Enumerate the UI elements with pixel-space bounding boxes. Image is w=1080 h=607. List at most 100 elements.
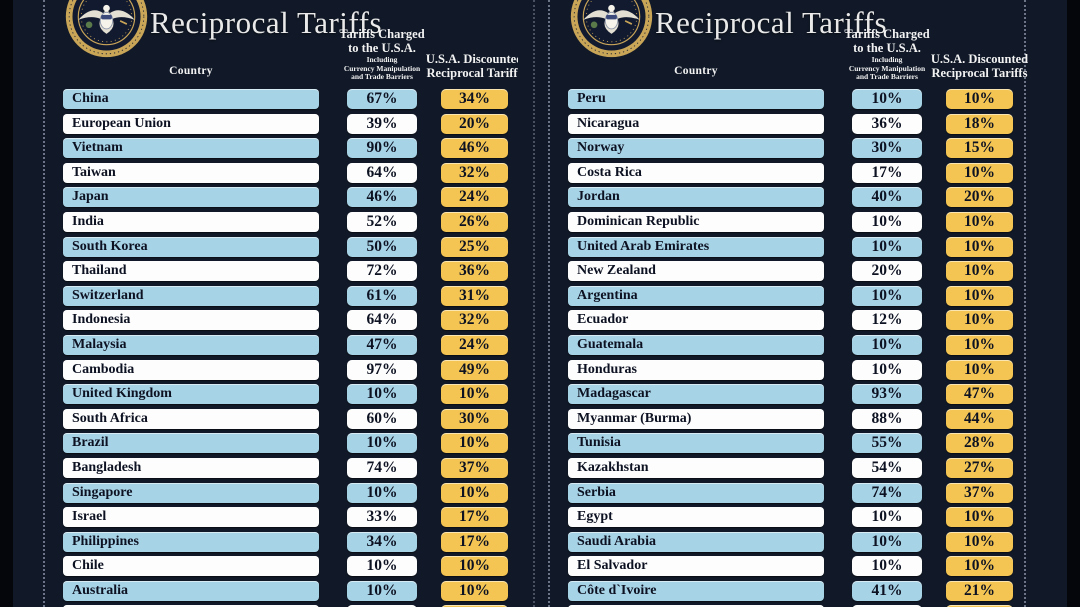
table-row: Bangladesh 74% 37% [13, 457, 533, 483]
table-row: Malaysia 47% 24% [13, 334, 533, 360]
discounted-tariff-cell: 18% [946, 113, 1013, 134]
discounted-tariff-cell: 10% [441, 556, 508, 577]
table-row: Egypt 10% 10% [518, 507, 1067, 532]
country-cell: Thailand [63, 261, 319, 282]
discounted-tariff-cell: 10% [441, 580, 508, 601]
discounted-tariff-cell: 10% [946, 211, 1013, 232]
tariffs-charged-sub3: and Trade Barriers [856, 72, 918, 82]
table-row: European Union 39% 20% [13, 113, 533, 139]
table-row: Indonesia 64% 32% [13, 310, 533, 335]
charged-tariff-cell: 67% [347, 89, 417, 109]
charged-tariff-cell: 52% [347, 211, 417, 232]
table-row: Argentina 10% 10% [518, 285, 1067, 311]
tariffs-charged-sub2: Currency Manipulation [343, 63, 421, 73]
tariff-board-right: Reciprocal Tariffs Country Tariffs Charg… [518, 0, 1067, 607]
discounted-tariff-cell: 32% [441, 310, 508, 331]
tariff-board-left: Reciprocal Tariffs Country Tariffs Charg… [13, 0, 533, 607]
discounted-tariff-cell: 24% [441, 187, 508, 208]
charged-tariff-cell: 20% [852, 261, 922, 282]
tariff-table-left: China 67% 34% European Union 39% 20% Vietnam 90… [13, 89, 533, 607]
discounted-tariff-cell: 10% [946, 285, 1013, 306]
discounted-tariff-cell: 37% [946, 482, 1013, 503]
country-cell: Saudi Arabia [568, 531, 824, 552]
country-cell: United Kingdom [63, 384, 319, 405]
table-row: Thailand 72% 36% [13, 261, 533, 286]
country-cell: Australia [63, 580, 319, 601]
discounted-tariff-cell: 49% [441, 359, 508, 380]
table-row: United Arab Emirates 10% 10% [518, 236, 1067, 262]
table-row: New Zealand 20% 10% [518, 261, 1067, 286]
chart-title: Reciprocal Tariffs [655, 5, 888, 40]
country-cell: Brazil [63, 433, 319, 454]
table-row: Guatemala 10% 10% [518, 334, 1067, 360]
charged-tariff-cell: 74% [852, 482, 922, 503]
table-row: United Kingdom 10% 10% [13, 384, 533, 409]
discounted-tariff-cell: 34% [441, 89, 508, 109]
charged-tariff-cell [347, 605, 417, 607]
discounted-tariff-cell: 10% [946, 334, 1013, 355]
country-cell: Peru [568, 89, 824, 109]
country-cell: Costa Rica [568, 162, 824, 183]
discounted-tariff-cell: 10% [441, 482, 508, 503]
charged-tariff-cell: 34% [347, 531, 417, 552]
charged-tariff-cell: 97% [347, 359, 417, 380]
discounted-tariff-cell: 10% [946, 359, 1013, 380]
charged-tariff-cell: 17% [852, 162, 922, 183]
country-cell: Myanmar (Burma) [568, 408, 824, 429]
country-cell: Chile [63, 556, 319, 577]
country-cell: Nicaragua [568, 113, 824, 134]
country-cell: South Korea [63, 236, 319, 257]
table-row: Japan 46% 24% [13, 187, 533, 212]
discounted-tariff-cell: 15% [946, 138, 1013, 159]
charged-tariff-cell [852, 605, 922, 607]
table-row: Norway 30% 15% [518, 138, 1067, 163]
country-cell: Cambodia [63, 359, 319, 380]
discounted-tariff-cell: 37% [441, 457, 508, 478]
table-row: Singapore 10% 10% [13, 482, 533, 508]
tariffs-charged-sub2: Currency Manipulation [848, 63, 926, 73]
charged-tariff-cell: 74% [347, 457, 417, 478]
country-cell: Singapore [63, 482, 319, 503]
discounted-tariff-cell: 26% [441, 211, 508, 232]
table-row: Cambodia 97% 49% [13, 359, 533, 385]
country-cell: Vietnam [63, 138, 319, 159]
column-header-tariffs-charged: Tariffs Charged to the U.S.A. Including … [322, 27, 442, 82]
country-cell: European Union [63, 113, 319, 134]
discounted-tariff-cell: 20% [946, 187, 1013, 208]
country-cell: Japan [63, 187, 319, 208]
charged-tariff-cell: 10% [347, 556, 417, 577]
table-row: Costa Rica 17% 10% [518, 162, 1067, 188]
usa-discounted-line1: U.S.A. Discounted [425, 52, 524, 66]
country-cell: New Zealand [568, 261, 824, 282]
table-row: Chile 10% 10% [13, 556, 533, 581]
table-row: Madagascar 93% 47% [518, 384, 1067, 409]
country-cell: Côte d`Ivoire [568, 580, 824, 601]
country-cell: China [63, 89, 319, 109]
charged-tariff-cell: 90% [347, 138, 417, 159]
charged-tariff-cell: 10% [852, 359, 922, 380]
discounted-tariff-cell: 10% [441, 433, 508, 454]
table-row: Saudi Arabia 10% 10% [518, 531, 1067, 557]
charged-tariff-cell: 60% [347, 408, 417, 429]
discounted-tariff-cell: 10% [946, 507, 1013, 528]
charged-tariff-cell: 10% [347, 580, 417, 601]
discounted-tariff-cell: 10% [946, 162, 1013, 183]
discounted-tariff-cell: 25% [441, 236, 508, 257]
table-row: Myanmar (Burma) 88% 44% [518, 408, 1067, 434]
charged-tariff-cell: 64% [347, 162, 417, 183]
country-cell: Indonesia [63, 310, 319, 331]
country-cell: El Salvador [568, 556, 824, 577]
tariffs-charged-sub1: Including [871, 55, 903, 64]
discounted-tariff-cell: 28% [946, 433, 1013, 454]
column-header-country: Country [169, 65, 213, 77]
table-row: Kazakhstan 54% 27% [518, 457, 1067, 483]
charged-tariff-cell: 50% [347, 236, 417, 257]
charged-tariff-cell: 54% [852, 457, 922, 478]
charged-tariff-cell: 10% [852, 211, 922, 232]
discounted-tariff-cell: 21% [946, 580, 1013, 601]
column-header-tariffs-charged: Tariffs Charged to the U.S.A. Including … [827, 27, 947, 82]
table-row: Vietnam 90% 46% [13, 138, 533, 163]
charged-tariff-cell: 10% [852, 236, 922, 257]
tariffs-charged-line2: to the U.S.A. [348, 40, 416, 55]
